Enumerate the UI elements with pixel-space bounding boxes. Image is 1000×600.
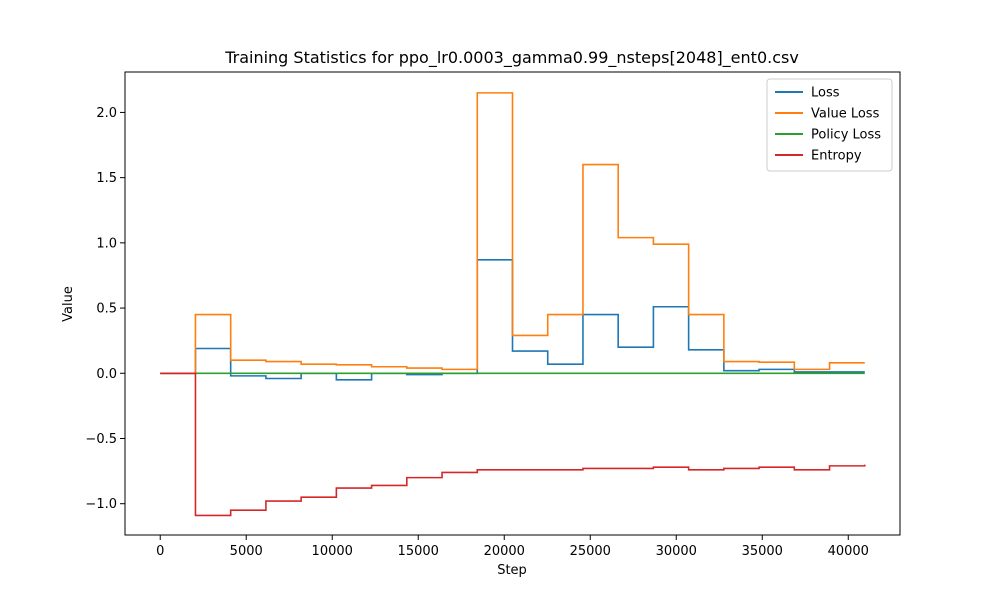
x-tick-label: 5000 (230, 544, 263, 559)
x-tick-label: 10000 (312, 544, 353, 559)
y-tick-label: −0.5 (85, 432, 117, 447)
x-tick-label: 30000 (656, 544, 697, 559)
x-tick-label: 25000 (570, 544, 611, 559)
y-tick-label: 0.0 (96, 367, 117, 382)
x-tick-label: 0 (156, 544, 164, 559)
x-tick-label: 20000 (484, 544, 525, 559)
y-axis-label: Value (61, 286, 76, 322)
x-axis-label: Step (497, 563, 527, 578)
x-tick-label: 15000 (398, 544, 439, 559)
legend-label-policy-loss: Policy Loss (811, 128, 881, 143)
y-tick-label: 2.0 (96, 106, 117, 121)
legend-label-loss: Loss (811, 86, 840, 101)
legend: Loss Value Loss Policy Loss Entropy (766, 78, 893, 172)
y-tick-label: 1.5 (96, 171, 117, 186)
series-line-value-loss (160, 92, 865, 375)
x-tick-label: 40000 (828, 544, 869, 559)
y-tick-label: 0.5 (96, 302, 117, 317)
legend-box (766, 78, 893, 172)
plot-frame (124, 71, 901, 536)
legend-label-value-loss: Value Loss (811, 107, 880, 122)
series-line-entropy (160, 372, 866, 517)
y-tick-label: −1.0 (85, 497, 117, 512)
x-tick-label: 35000 (742, 544, 783, 559)
chart-title: Training Statistics for ppo_lr0.0003_gam… (224, 48, 799, 68)
y-tick-label: 1.0 (96, 236, 117, 251)
legend-label-entropy: Entropy (811, 149, 862, 164)
plot-area: 0 5000 10000 15000 20000 25000 30000 35000 40000… (85, 71, 901, 559)
